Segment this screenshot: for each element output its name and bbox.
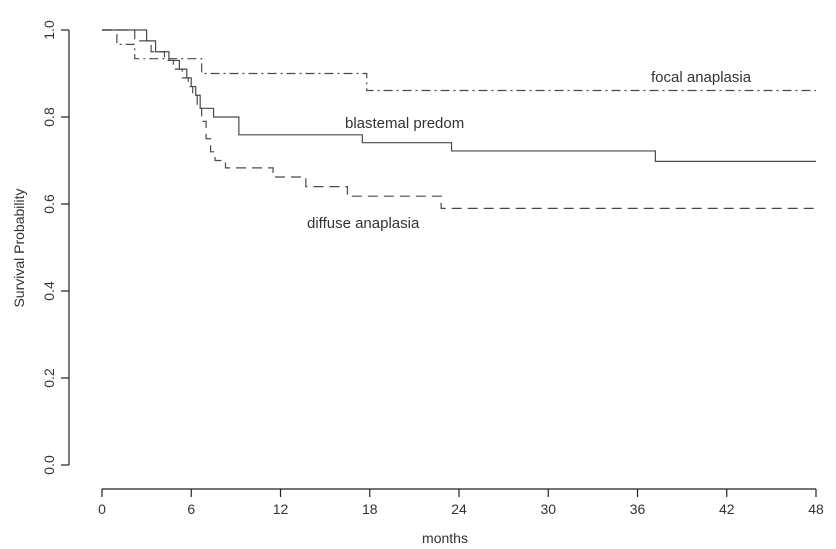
x-tick-label: 42 — [719, 501, 735, 517]
curve-focal-anaplasia — [102, 29, 816, 92]
y-tick-label: 1.0 — [41, 20, 57, 40]
x-tick-label: 24 — [451, 501, 467, 517]
label-blastemal-predom: blastemal predom — [345, 115, 464, 132]
curve-diffuse-anaplasia — [102, 29, 816, 209]
series-labels: focal anaplasia blastemal predom diffuse a… — [307, 69, 752, 232]
curve-blastemal-predom — [102, 29, 816, 162]
y-tick-label: 0.4 — [41, 281, 57, 301]
y-tick-label: 0.8 — [41, 107, 57, 127]
axes: 0 6 12 18 24 30 36 42 48 0.0 0.2 0.4 0.6 0.8 1.0 — [41, 20, 824, 517]
curves — [102, 29, 816, 209]
x-tick-label: 30 — [540, 501, 556, 517]
x-tick-label: 36 — [630, 501, 646, 517]
y-tick-label: 0.0 — [41, 455, 57, 475]
x-tick-label: 6 — [187, 501, 195, 517]
label-focal-anaplasia: focal anaplasia — [651, 69, 752, 86]
y-tick-label: 0.2 — [41, 368, 57, 388]
y-tick-label: 0.6 — [41, 194, 57, 214]
x-tick-label: 0 — [98, 501, 106, 517]
label-diffuse-anaplasia: diffuse anaplasia — [307, 215, 420, 232]
x-tick-label: 12 — [273, 501, 289, 517]
x-tick-label: 18 — [362, 501, 378, 517]
x-tick-label: 48 — [808, 501, 824, 517]
x-axis-title: months — [422, 530, 468, 546]
y-axis-title: Survival Probability — [11, 188, 27, 307]
